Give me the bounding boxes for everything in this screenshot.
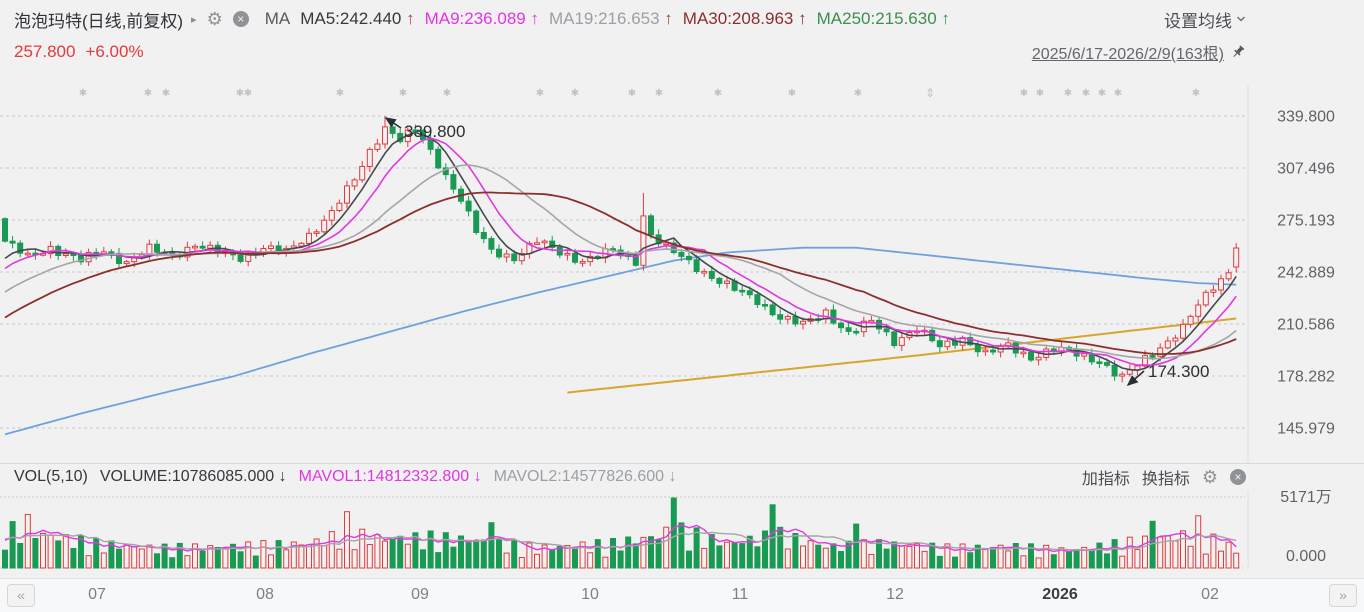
x-axis-bar: « » 07 08 09 10 11 12 2026 02 [0,578,1364,612]
ma250-legend: MA250:215.630 ↑ [816,9,950,28]
date-range-label[interactable]: 2025/6/17-2026/2/9(163根) [1031,46,1224,63]
x-axis-label-12: 12 [886,586,904,603]
svg-text:✱: ✱ [443,88,451,99]
x-axis-label-11: 11 [731,586,749,603]
ma250-up-arrow: ↑ [941,9,950,28]
pin-icon[interactable] [1230,44,1246,60]
scroll-right-button[interactable]: » [1329,584,1357,607]
svg-text:✱: ✱ [236,88,244,99]
volume-down-arrow: ↓ [278,468,287,485]
svg-text:✱: ✱ [144,88,152,99]
volume-chart-canvas[interactable]: 5171万 0.000 [0,490,1364,578]
mavol1-legend: MAVOL1:14812332.800 ↓ [298,468,482,485]
svg-text:⇕: ⇕ [925,86,935,100]
add-indicator-button[interactable]: 加指标 [1081,471,1130,488]
ma9-up-arrow: ↑ [530,9,539,28]
svg-text:339.800: 339.800 [404,122,465,141]
ma5-legend: MA5:242.440 ↑ [300,9,415,28]
x-axis-label-09: 09 [411,586,429,603]
close-icon[interactable]: × [232,11,249,27]
svg-text:✱: ✱ [1064,88,1072,99]
ma-settings-button[interactable]: 设置均线 [1164,7,1246,32]
scroll-left-button[interactable]: « [7,584,35,607]
x-axis-label-02: 02 [1201,586,1219,603]
svg-text:275.193: 275.193 [1277,213,1335,230]
chevron-down-icon [1237,16,1245,22]
chart-header: 泡泡玛特(日线,前复权) ▸ ⚙ × MA MA5:242.440 ↑ MA9:… [14,7,1246,31]
svg-text:178.282: 178.282 [1277,369,1335,386]
svg-text:242.889: 242.889 [1277,265,1335,282]
vol-indicator-label[interactable]: VOL(5,10) [14,468,88,485]
svg-text:210.586: 210.586 [1277,317,1335,334]
svg-text:145.979: 145.979 [1277,421,1335,438]
svg-text:✱: ✱ [244,88,252,99]
svg-text:✱: ✱ [399,88,407,99]
svg-text:✱: ✱ [788,88,796,99]
mavol2-legend: MAVOL2:14577826.600 ↓ [493,468,677,485]
main-chart-canvas[interactable]: 339.800 307.496 275.193 242.889 210.586 178.2… [0,64,1364,464]
ma-group-label: MA [264,9,291,28]
svg-text:5171万: 5171万 [1280,490,1332,506]
svg-text:✱: ✱ [854,88,862,99]
ma30-legend: MA30:208.963 ↑ [682,9,807,28]
mavol1-down-arrow: ↓ [473,468,482,485]
svg-text:✱: ✱ [1020,88,1028,99]
svg-text:339.800: 339.800 [1277,109,1335,126]
current-price: 257.800 [14,42,76,61]
svg-text:174.300: 174.300 [1148,362,1209,381]
svg-text:✱: ✱ [536,88,544,99]
gear-icon[interactable]: ⚙ [206,9,223,29]
change-percent: +6.00% [85,42,144,61]
x-axis-label-08: 08 [256,586,274,603]
ma30-up-arrow: ↑ [798,9,807,28]
svg-text:✱: ✱ [571,88,579,99]
svg-text:✱: ✱ [1114,88,1122,99]
price-row: 257.800 +6.00% 2025/6/17-2026/2/9(163根) [14,41,1246,63]
x-axis-label-2026: 2026 [1042,586,1078,603]
page-title[interactable]: 泡泡玛特(日线,前复权) [14,11,184,31]
svg-text:✱: ✱ [336,88,344,99]
x-axis-label-07: 07 [88,586,106,603]
x-axis-label-10: 10 [581,586,599,603]
indicator-close-icon[interactable]: × [1230,469,1246,485]
svg-text:✱: ✱ [79,88,87,99]
ma19-up-arrow: ↑ [664,9,673,28]
svg-text:✱: ✱ [1098,88,1106,99]
svg-text:✱: ✱ [1082,88,1090,99]
switch-indicator-button[interactable]: 换指标 [1141,471,1190,488]
svg-text:✱: ✱ [655,88,663,99]
ma19-legend: MA19:216.653 ↑ [548,9,673,28]
ma5-up-arrow: ↑ [406,9,415,28]
svg-text:307.496: 307.496 [1277,161,1335,178]
svg-text:✱: ✱ [1192,88,1200,99]
indicator-gear-icon[interactable]: ⚙ [1201,467,1218,487]
volume-legend: VOLUME:10786085.000 ↓ [99,468,287,485]
svg-text:✱: ✱ [714,88,722,99]
mavol2-down-arrow: ↓ [668,468,677,485]
volume-header: VOL(5,10) VOLUME:10786085.000 ↓ MAVOL1:1… [14,464,1246,490]
expand-icon[interactable]: ▸ [191,13,197,26]
svg-text:0.000: 0.000 [1286,548,1326,565]
svg-text:✱: ✱ [628,88,636,99]
svg-text:✱: ✱ [1036,88,1044,99]
ma9-legend: MA9:236.089 ↑ [424,9,539,28]
svg-text:✱: ✱ [162,88,170,99]
